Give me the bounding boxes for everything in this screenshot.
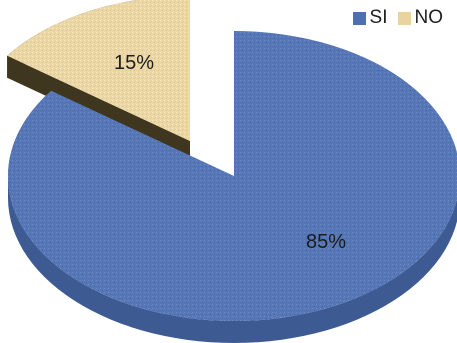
legend-swatch-no: [397, 11, 411, 25]
legend: SI NO: [352, 7, 444, 29]
legend-label-no: NO: [414, 7, 444, 28]
data-label-no: 15%: [114, 52, 154, 74]
slice-no: [7, 0, 190, 141]
data-label-si: 85%: [306, 231, 346, 253]
legend-item-si: SI: [352, 7, 388, 29]
legend-swatch-si: [352, 11, 366, 25]
pie-slices: [7, 0, 457, 343]
legend-label-si: SI: [369, 7, 388, 28]
slice-si: [8, 31, 457, 321]
legend-item-no: NO: [397, 7, 444, 29]
